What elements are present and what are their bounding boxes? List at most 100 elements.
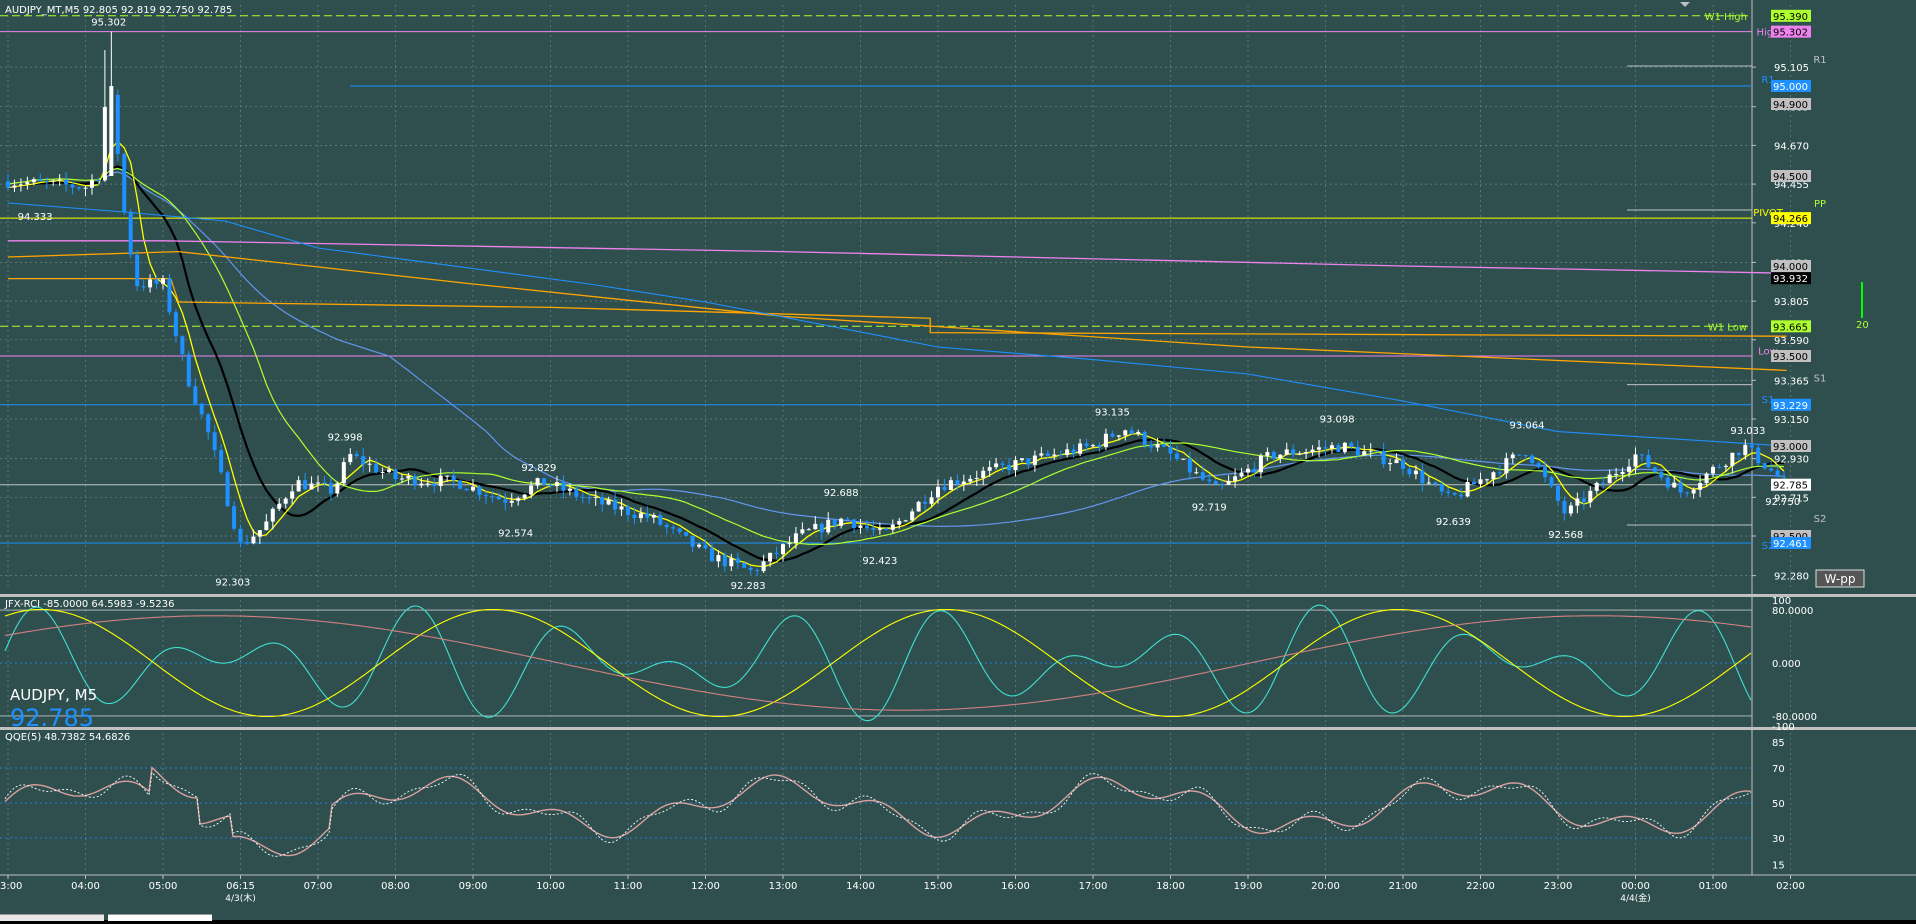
candle-body [1743, 444, 1748, 456]
candle-body [1472, 481, 1477, 485]
tab-active[interactable] [108, 914, 212, 921]
candle-body [1200, 472, 1205, 480]
candle-body [1258, 455, 1263, 473]
candle-body [897, 521, 902, 525]
candle-body [1491, 472, 1496, 480]
time-tick-label: 20:00 [1311, 881, 1340, 892]
time-tick-label: 00:00 [1621, 881, 1650, 892]
candle-body [122, 153, 127, 212]
candle-body [709, 548, 714, 562]
shift-marker-icon[interactable] [1680, 2, 1690, 7]
price-tags: 95.390 95.302 95.000 94.900 94.500 94.266 94.0… [1771, 9, 1811, 550]
candle-body [864, 525, 869, 529]
candle-body [18, 184, 23, 186]
candle-body [109, 86, 114, 176]
candle-body [458, 480, 463, 489]
pivot-label: High [1757, 28, 1780, 39]
price-tick-label: 94.240 [1774, 219, 1809, 230]
candle-body [1543, 467, 1548, 478]
candle-body [425, 483, 430, 485]
candle-body [1736, 452, 1741, 456]
candle-body [1000, 463, 1005, 465]
grid-lines [0, 5, 1791, 873]
candle-body [1246, 468, 1250, 473]
candle-body [1168, 446, 1173, 454]
candle-body [1556, 486, 1560, 501]
candle-body [1446, 491, 1451, 493]
candle-body [1329, 445, 1334, 449]
candle-body [445, 475, 450, 477]
candle-body [1639, 454, 1644, 456]
candle-body [387, 469, 392, 472]
price-tag-label: 94.000 [1773, 262, 1808, 273]
candle-body [206, 414, 211, 433]
candle-body [1756, 447, 1761, 464]
candle-body [871, 528, 876, 530]
rci-axis-label: 80.0000 [1772, 606, 1813, 617]
price-tick-label: 94.670 [1774, 141, 1809, 152]
time-tick-label: 06:15 [226, 881, 255, 892]
price-tag-bg [1771, 9, 1811, 22]
date-label: 4/3(木) [225, 892, 256, 904]
candle-body [768, 552, 773, 562]
candle-body [438, 475, 443, 487]
candle-body [77, 187, 82, 189]
ma-dodger-step-line [7, 202, 1787, 447]
candle-body [1672, 482, 1677, 488]
price-annotation: 93.033 [1730, 426, 1765, 437]
candle-body [1730, 452, 1735, 466]
price-tag-label: 93.665 [1773, 322, 1808, 333]
price-annotation: 92.688 [824, 488, 859, 499]
price-candles [6, 31, 1787, 577]
price-tick-label: 92.280 [1774, 572, 1809, 583]
candle-body [1420, 470, 1425, 484]
candle-body [684, 532, 689, 536]
pivot-label: S1 [1814, 374, 1827, 385]
candle-body [1646, 454, 1651, 468]
candle-body [1078, 443, 1083, 454]
candle-body [658, 515, 663, 525]
rci-slow-line [4, 615, 1752, 711]
price-annotation: 92.423 [862, 556, 897, 567]
price-tick-label: 93.150 [1774, 415, 1809, 426]
qqe-signal-line [4, 771, 1752, 857]
candle-body [819, 523, 824, 533]
price-tag-bg [1771, 170, 1811, 182]
tab-left[interactable] [0, 914, 104, 921]
price-tag-label: 93.500 [1773, 352, 1808, 363]
candle-body [948, 480, 953, 490]
candle-body [1226, 480, 1231, 485]
candle-body [1097, 445, 1102, 448]
candle-body [1568, 505, 1573, 514]
candle-body [1071, 449, 1076, 454]
candle-body [244, 541, 249, 544]
candle-body [1407, 468, 1412, 475]
candle-body [1775, 470, 1780, 477]
qqe-indicator: 85 70 50 30 15 [0, 738, 1785, 871]
price-tick-label: 93.365 [1774, 376, 1809, 387]
candle-body [199, 403, 204, 415]
qqe-axis-label: 30 [1772, 834, 1785, 845]
pivot-label: Low [1758, 347, 1778, 358]
candle-body [1136, 431, 1141, 434]
price-tag-label: 94.500 [1773, 172, 1808, 183]
time-axis[interactable]: 03:00 04:00 05:00 06:15 07:00 08:00 09:00 10:00… [0, 875, 1805, 904]
candle-body [1252, 468, 1257, 473]
candle-body [1362, 451, 1367, 456]
candle-body [742, 563, 747, 568]
candle-body [1116, 435, 1121, 437]
candle-body [64, 179, 69, 185]
candle-body [994, 463, 999, 468]
pivot-label: S2 [1814, 514, 1827, 525]
candle-body [1123, 430, 1128, 436]
candle-body [167, 278, 172, 313]
wpp-badge[interactable]: W-pp [1815, 569, 1865, 588]
candle-body [1536, 463, 1541, 468]
candle-body [826, 519, 831, 533]
candle-body [748, 567, 753, 571]
time-tick-label: 23:00 [1544, 881, 1573, 892]
price-annotation: 93.064 [1510, 420, 1545, 431]
ma-orange-line [7, 250, 1787, 372]
